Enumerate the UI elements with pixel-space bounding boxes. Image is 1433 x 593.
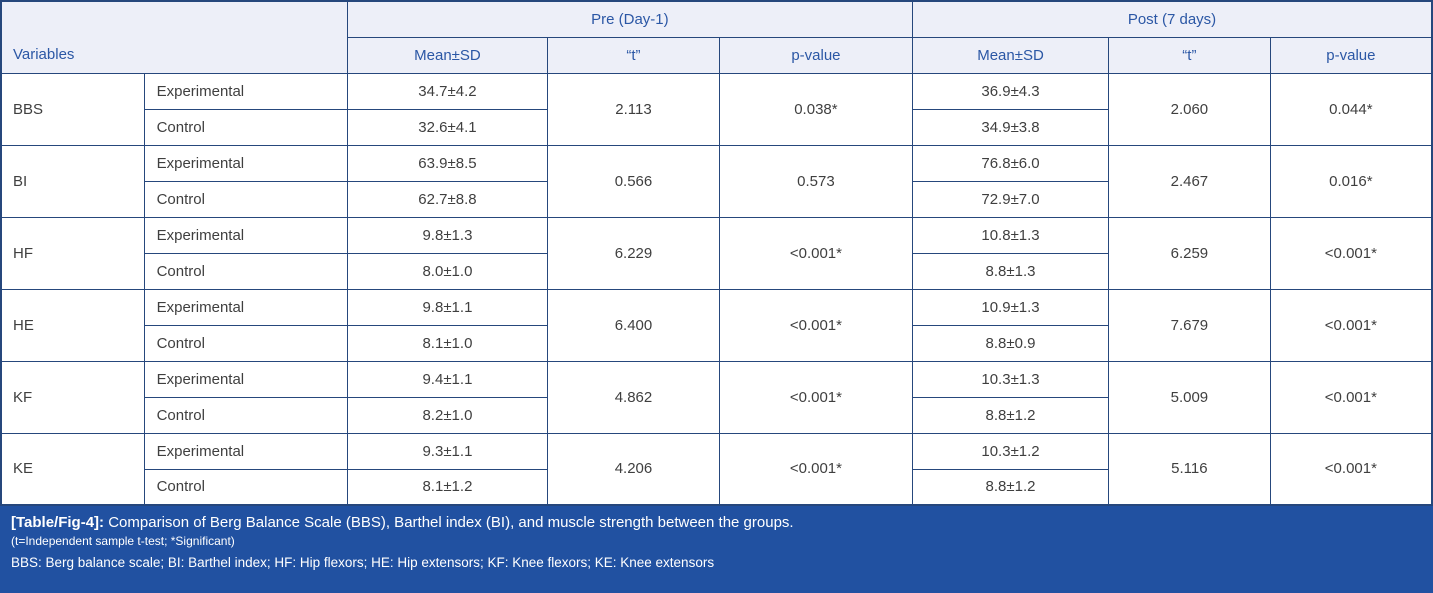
- group-cell: Control: [143, 180, 348, 218]
- post-group-header: Post (7 days): [912, 0, 1433, 38]
- variable-cell: BI: [0, 144, 145, 218]
- pre-mean-cell: 32.6±4.1: [346, 108, 549, 146]
- pre-mean-cell: 8.2±1.0: [346, 396, 549, 434]
- group-cell: Control: [143, 252, 348, 290]
- table-row: Control 62.7±8.8 72.9±7.0: [1, 180, 1432, 218]
- post-p-cell: <0.001*: [1269, 288, 1433, 362]
- pre-mean-cell: 63.9±8.5: [346, 144, 549, 182]
- post-t-cell: 2.467: [1108, 144, 1271, 218]
- pre-mean-cell: 8.1±1.2: [346, 468, 549, 506]
- table-row: Control 8.1±1.2 8.8±1.2: [1, 468, 1432, 506]
- table-body: BBS Experimental 34.7±4.2 2.113 0.038* 36.9±4…: [0, 72, 1433, 506]
- table-row: Control 32.6±4.1 34.9±3.8: [1, 108, 1432, 146]
- post-mean-cell: 8.8±1.2: [911, 396, 1110, 434]
- pre-p-cell: <0.001*: [718, 288, 914, 362]
- pre-mean-cell: 34.7±4.2: [346, 72, 549, 110]
- pre-mean-cell: 9.3±1.1: [346, 432, 549, 470]
- post-p-cell: <0.001*: [1269, 432, 1433, 506]
- group-cell: Experimental: [143, 360, 348, 398]
- table-header: Variables Pre (Day-1) Post (7 days) Mean…: [0, 0, 1433, 74]
- post-p-value-header: p-value: [1269, 36, 1433, 74]
- group-cell: Control: [143, 396, 348, 434]
- group-cell: Control: [143, 108, 348, 146]
- table-row: BI Experimental 63.9±8.5 0.566 0.573 76.8±6.0…: [0, 144, 1433, 218]
- post-mean-cell: 36.9±4.3: [911, 72, 1110, 110]
- post-mean-cell: 76.8±6.0: [911, 144, 1110, 182]
- pre-p-cell: <0.001*: [718, 360, 914, 434]
- pre-mean-cell: 8.0±1.0: [346, 252, 549, 290]
- variable-cell: KF: [0, 360, 145, 434]
- pre-t-cell: 4.206: [547, 432, 720, 506]
- variable-cell: KE: [0, 432, 145, 506]
- pre-mean-cell: 9.4±1.1: [346, 360, 549, 398]
- post-t-cell: 5.009: [1108, 360, 1271, 434]
- pre-mean-cell: 9.8±1.3: [346, 216, 549, 254]
- pre-mean-sd-header: Mean±SD: [346, 36, 549, 74]
- table-row: Control 8.0±1.0 8.8±1.3: [1, 252, 1432, 290]
- group-cell: Control: [143, 468, 348, 506]
- group-cell: Experimental: [143, 216, 348, 254]
- table-row: Control 8.2±1.0 8.8±1.2: [1, 396, 1432, 434]
- post-mean-cell: 34.9±3.8: [911, 108, 1110, 146]
- pre-t-cell: 2.113: [547, 72, 720, 146]
- pre-t-cell: 0.566: [547, 144, 720, 218]
- caption-abbreviations: BBS: Berg balance scale; BI: Barthel ind…: [11, 555, 715, 570]
- post-t-cell: 2.060: [1108, 72, 1271, 146]
- post-mean-cell: 10.9±1.3: [911, 288, 1110, 326]
- pre-mean-cell: 62.7±8.8: [346, 180, 549, 218]
- pre-mean-cell: 9.8±1.1: [346, 288, 549, 326]
- variable-cell: HE: [0, 288, 145, 362]
- pre-p-cell: 0.573: [718, 144, 914, 218]
- variable-cell: BBS: [0, 72, 145, 146]
- group-cell: Experimental: [143, 288, 348, 326]
- post-t-cell: 5.116: [1108, 432, 1271, 506]
- post-mean-cell: 8.8±1.2: [911, 468, 1110, 506]
- variable-cell: HF: [0, 216, 145, 290]
- caption-line: [Table/Fig-4]: Comparison of Berg Balanc…: [11, 514, 1422, 531]
- table-row: HF Experimental 9.8±1.3 6.229 <0.001* 10.8±1.…: [0, 216, 1433, 290]
- group-cell: Experimental: [143, 72, 348, 110]
- post-t-cell: 7.679: [1108, 288, 1271, 362]
- caption-label: [Table/Fig-4]:: [11, 514, 105, 531]
- header-sub-row: Mean±SD “t” p-value Mean±SD “t” p-value: [1, 36, 1433, 74]
- post-mean-sd-header: Mean±SD: [911, 36, 1110, 74]
- group-cell: Control: [143, 324, 348, 362]
- post-mean-cell: 72.9±7.0: [911, 180, 1110, 218]
- table-caption-bar: [Table/Fig-4]: Comparison of Berg Balanc…: [0, 506, 1433, 593]
- pre-group-header: Pre (Day-1): [346, 0, 914, 38]
- post-t-header: “t”: [1108, 36, 1271, 74]
- caption-method-note: (t=Independent sample t-test; *Significa…: [11, 534, 235, 548]
- group-cell: Experimental: [143, 144, 348, 182]
- post-mean-cell: 8.8±0.9: [911, 324, 1110, 362]
- pre-t-cell: 6.229: [547, 216, 720, 290]
- table-row: BBS Experimental 34.7±4.2 2.113 0.038* 36.9±4…: [0, 72, 1433, 146]
- table-row: KF Experimental 9.4±1.1 4.862 <0.001* 10.3±1.…: [0, 360, 1433, 434]
- post-p-cell: 0.044*: [1269, 72, 1433, 146]
- post-p-cell: 0.016*: [1269, 144, 1433, 218]
- pre-t-cell: 4.862: [547, 360, 720, 434]
- pre-p-cell: <0.001*: [718, 432, 914, 506]
- caption-text: Comparison of Berg Balance Scale (BBS), …: [108, 514, 794, 531]
- post-t-cell: 6.259: [1108, 216, 1271, 290]
- pre-p-cell: 0.038*: [718, 72, 914, 146]
- pre-t-cell: 6.400: [547, 288, 720, 362]
- post-p-cell: <0.001*: [1269, 360, 1433, 434]
- post-mean-cell: 8.8±1.3: [911, 252, 1110, 290]
- table-row: KE Experimental 9.3±1.1 4.206 <0.001* 10.3±1.…: [0, 432, 1433, 506]
- pre-mean-cell: 8.1±1.0: [346, 324, 549, 362]
- variables-column-header: Variables: [0, 0, 348, 74]
- post-mean-cell: 10.3±1.2: [911, 432, 1110, 470]
- results-table: Variables Pre (Day-1) Post (7 days) Mean…: [0, 0, 1433, 506]
- header-group-row: Variables Pre (Day-1) Post (7 days): [0, 0, 1433, 74]
- post-mean-cell: 10.3±1.3: [911, 360, 1110, 398]
- post-p-cell: <0.001*: [1269, 216, 1433, 290]
- pre-p-value-header: p-value: [718, 36, 914, 74]
- group-cell: Experimental: [143, 432, 348, 470]
- pre-p-cell: <0.001*: [718, 216, 914, 290]
- table-row: HE Experimental 9.8±1.1 6.400 <0.001* 10.9±1.…: [0, 288, 1433, 362]
- post-mean-cell: 10.8±1.3: [911, 216, 1110, 254]
- pre-t-header: “t”: [547, 36, 720, 74]
